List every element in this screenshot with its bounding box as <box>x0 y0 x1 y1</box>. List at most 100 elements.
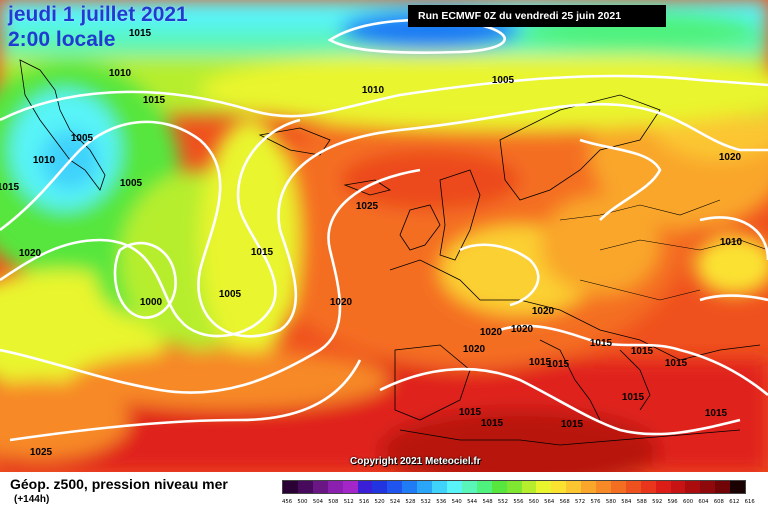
legend-swatch <box>327 481 343 493</box>
legend-swatch <box>297 481 313 493</box>
legend-swatch <box>655 481 671 493</box>
legend-value: 596 <box>667 499 678 505</box>
legend-value: 508 <box>328 499 339 505</box>
isobar-label: 1015 <box>705 408 728 419</box>
legend-swatch <box>551 481 567 493</box>
isobar-label: 1020 <box>532 306 555 317</box>
isobar-label: 1010 <box>362 85 385 96</box>
legend-value: 556 <box>513 499 524 505</box>
legend-swatch <box>640 481 656 493</box>
legend-swatch <box>432 481 447 493</box>
legend-value: 540 <box>451 499 462 505</box>
legend-value: 532 <box>420 499 431 505</box>
lead-time: (+144h) <box>14 494 50 505</box>
legend-value: 512 <box>343 499 354 505</box>
legend-swatch <box>387 481 403 493</box>
forecast-date: jeudi 1 juillet 2021 <box>8 3 188 26</box>
legend-value: 568 <box>559 499 570 505</box>
legend-value: 588 <box>636 499 647 505</box>
run-info: Run ECMWF 0Z du vendredi 25 juin 2021 <box>408 5 666 27</box>
isobar-label: 1015 <box>529 357 552 368</box>
isobar-label: 1015 <box>0 182 20 193</box>
legend-value: 572 <box>575 499 586 505</box>
legend-swatch <box>670 481 686 493</box>
isobar-label: 1015 <box>129 28 152 39</box>
legend-swatch <box>283 481 298 493</box>
isobar-label: 1015 <box>665 358 688 369</box>
isobar-labels: 1015 1010 1015 1010 1005 1005 1010 1005 1015 1025… <box>0 28 743 458</box>
legend-swatch <box>372 481 388 493</box>
legend-swatch <box>476 481 492 493</box>
legend-swatch <box>685 481 701 493</box>
legend-value: 548 <box>482 499 493 505</box>
legend-value: 584 <box>621 499 632 505</box>
legend-value: 600 <box>682 499 694 505</box>
isobar-label: 1010 <box>33 155 56 166</box>
legend-swatch <box>610 481 626 493</box>
isobar-label: 1025 <box>30 447 53 458</box>
legend-swatch <box>730 481 746 493</box>
legend-swatch <box>521 481 537 493</box>
map-title: Géop. z500, pression niveau mer <box>10 476 228 492</box>
legend-swatch <box>417 481 433 493</box>
isobar-label: 1015 <box>459 407 482 418</box>
isobar-label: 1015 <box>622 392 645 403</box>
isobar-label: 1020 <box>330 297 353 308</box>
isobar-label: 1015 <box>481 418 504 429</box>
legend-value: 528 <box>405 499 416 505</box>
legend-swatch <box>566 481 582 493</box>
legend-swatch <box>581 481 597 493</box>
isobar-label: 1020 <box>719 152 742 163</box>
isobar-label: 1020 <box>480 327 503 338</box>
isobar-label: 1015 <box>561 419 584 430</box>
legend-value: 560 <box>528 499 539 505</box>
legend-labels: 456 500 504 508 512 516 520 524 528 532 536 540 544 5… <box>282 499 760 509</box>
legend-value: 504 <box>312 499 323 505</box>
legend-value: 524 <box>389 499 401 505</box>
isobar-label: 1020 <box>463 344 486 355</box>
isobar-label: 1005 <box>492 75 515 86</box>
isobar-label: 1005 <box>71 133 94 144</box>
legend-value: 592 <box>652 499 663 505</box>
legend-value: 612 <box>729 499 740 505</box>
isobar-label: 1025 <box>356 201 379 212</box>
isobar-label: 1020 <box>19 248 42 259</box>
legend-value: 520 <box>374 499 385 505</box>
legend-value: 576 <box>590 499 601 505</box>
isobar-label: 1015 <box>143 95 166 106</box>
legend-swatch <box>446 481 462 493</box>
legend-swatch <box>536 481 552 493</box>
isobar-label: 1010 <box>109 68 132 79</box>
legend-swatch <box>461 481 477 493</box>
isobar-label: 1015 <box>547 359 570 370</box>
forecast-time: 2:00 locale <box>8 28 116 51</box>
legend-value: 500 <box>297 499 308 505</box>
legend-swatch <box>342 481 358 493</box>
color-legend <box>282 480 746 494</box>
legend-swatch <box>506 481 522 493</box>
legend-value: 516 <box>359 499 370 505</box>
legend-swatch <box>715 481 731 493</box>
legend-value: 456 <box>282 499 293 505</box>
legend-swatch <box>700 481 716 493</box>
legend-swatch <box>491 481 507 493</box>
legend-value: 536 <box>436 499 447 505</box>
weather-map: 1015 1010 1015 1010 1005 1005 1010 1005 1015 1025… <box>0 0 768 472</box>
legend-swatch <box>625 481 641 493</box>
isobar-label: 1020 <box>511 324 534 335</box>
isobar-label: 1015 <box>631 346 654 357</box>
isobar-label: 1005 <box>120 178 143 189</box>
legend-value: 608 <box>713 499 724 505</box>
isobar-label: 1010 <box>720 237 743 248</box>
isobar-label: 1000 <box>140 297 163 308</box>
legend-swatch <box>402 481 418 493</box>
coastlines <box>19 59 768 446</box>
legend-value: 580 <box>605 499 616 505</box>
legend-value: 544 <box>467 499 478 505</box>
legend-value: 616 <box>744 499 755 505</box>
legend-swatch <box>357 481 373 493</box>
legend-value: 552 <box>497 499 509 505</box>
isobar-label: 1015 <box>590 338 613 349</box>
legend-swatch <box>596 481 611 493</box>
legend-value: 604 <box>698 499 709 505</box>
